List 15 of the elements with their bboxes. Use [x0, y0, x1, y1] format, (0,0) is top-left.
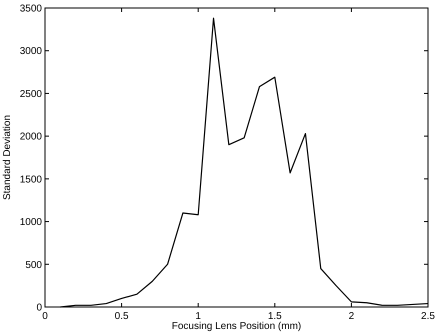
y-tick-label: 2000 — [20, 132, 42, 143]
x-tick-label: 1.5 — [268, 311, 282, 322]
y-tick-label: 0 — [36, 302, 42, 314]
x-tick-label: 0.5 — [114, 311, 129, 322]
y-tick-label: 2500 — [20, 88, 42, 100]
x-tick-label: 2.5 — [421, 311, 436, 322]
y-tick-label: 3000 — [20, 46, 42, 58]
x-axis-title: Focusing Lens Position (mm) — [172, 321, 302, 332]
y-tick-label: 1000 — [20, 217, 42, 228]
y-tick-label: 500 — [25, 260, 42, 271]
y-tick-label: 3500 — [20, 4, 42, 14]
y-tick-label: 1500 — [20, 174, 42, 186]
x-tick-label: 2 — [348, 311, 355, 322]
x-tick-label: 1 — [195, 311, 202, 322]
y-axis-title: Standard Deviation — [2, 114, 13, 200]
